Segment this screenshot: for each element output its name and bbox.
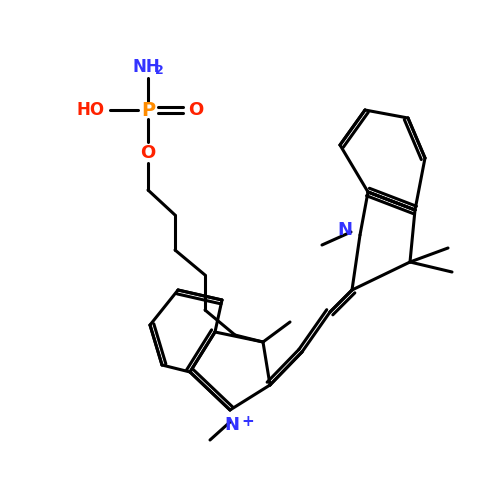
- Text: NH: NH: [132, 58, 160, 76]
- Text: HO: HO: [77, 101, 105, 119]
- Text: O: O: [140, 144, 156, 162]
- Text: P: P: [141, 100, 155, 119]
- Text: +: +: [242, 414, 254, 428]
- Text: O: O: [188, 101, 204, 119]
- Text: 2: 2: [154, 64, 164, 78]
- Text: N: N: [224, 416, 240, 434]
- Text: N: N: [338, 221, 352, 239]
